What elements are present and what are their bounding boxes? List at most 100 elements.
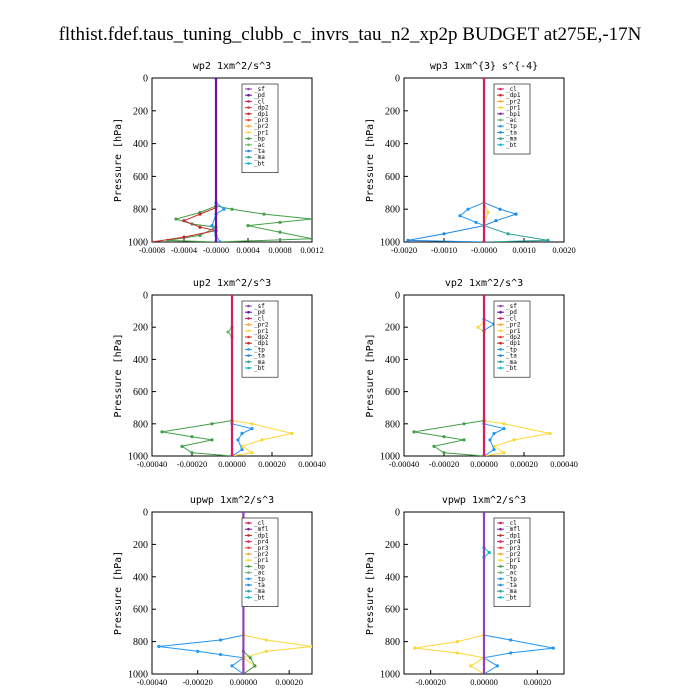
y-tick-label: 400 <box>385 572 400 583</box>
panel-4: vp2 1xm^2/s^3 Pressure [hPa] 0 200 400 600 800… <box>365 278 578 469</box>
series-point <box>406 238 410 242</box>
series-point <box>432 444 436 448</box>
legend-marker <box>247 360 250 364</box>
y-axis-label: Pressure [hPa] <box>113 118 124 202</box>
legend-label: _cl <box>254 315 265 322</box>
panel-title: wp3 1xm^{3} s^{-4} <box>430 61 538 72</box>
legend-marker <box>247 118 250 122</box>
series-group <box>160 295 294 456</box>
series-point <box>250 422 254 426</box>
legend-marker <box>499 360 502 364</box>
x-tick-label: -0.0000 <box>471 245 497 255</box>
series-line-tp <box>459 202 485 227</box>
x-tick-label: 0.00000 <box>230 677 258 687</box>
legend-label: _bp <box>254 136 265 143</box>
legend-label: _pr2 <box>254 123 269 130</box>
legend-marker <box>247 583 250 587</box>
legend-label: _ac <box>254 142 265 149</box>
series-point <box>210 224 214 228</box>
series-point <box>442 232 446 236</box>
series-point <box>230 295 234 297</box>
legend-label: _dp2 <box>254 334 269 341</box>
y-tick-label: 0 <box>143 291 148 302</box>
legend-marker <box>247 137 250 140</box>
x-tick-label: 0.00020 <box>510 459 538 469</box>
x-tick-label: 0.00000 <box>470 677 498 687</box>
series-point <box>248 656 252 660</box>
legend-marker <box>499 118 502 122</box>
series-point <box>310 237 312 241</box>
y-tick-label: 400 <box>385 355 400 366</box>
legend-label: _tp <box>254 576 265 583</box>
series-point <box>198 225 202 229</box>
legend-label: _tp <box>506 576 517 583</box>
series-point <box>218 240 222 242</box>
plot-frame <box>151 511 313 675</box>
x-tick-label: 0.00040 <box>550 459 578 469</box>
legend-marker <box>499 589 502 593</box>
legend: _cl_mfl_dp1_pr4_pr3_pr2_pr1_bp_ac_tp_ta_… <box>241 517 279 607</box>
series-point <box>482 512 486 514</box>
series-point <box>502 422 506 426</box>
y-tick-label: 200 <box>133 323 148 334</box>
legend-label: _pr4 <box>254 539 269 546</box>
legend-label: _pr1 <box>254 557 269 564</box>
legend-marker <box>499 100 502 103</box>
y-tick-label: 0 <box>143 508 148 519</box>
legend-marker <box>499 348 502 351</box>
series-point <box>236 438 240 442</box>
legend-label: _ac <box>254 570 265 577</box>
x-tick-label: -0.00020 <box>415 677 445 687</box>
legend-marker <box>247 149 250 153</box>
series-point <box>462 422 466 426</box>
series-group <box>152 78 312 242</box>
legend-marker <box>499 552 502 556</box>
legend: _sf_pd_cl_pr2_pr1_dp2_dp1_tp_ta_ma_bt <box>241 300 279 378</box>
series-point <box>482 295 486 297</box>
legend-label: _dp1 <box>254 340 269 347</box>
legend-marker <box>247 131 250 134</box>
y-tick-label: 800 <box>133 419 148 430</box>
x-tick-label: 0.00020 <box>258 459 286 469</box>
y-tick-label: 200 <box>385 540 400 551</box>
y-axis-label: Pressure [hPa] <box>113 551 124 635</box>
legend-marker <box>499 596 502 599</box>
panel-title: wp2 1xm^2/s^3 <box>193 61 271 72</box>
legend-label: _pr2 <box>506 322 521 329</box>
series-point <box>509 651 513 655</box>
legend-label: _sf <box>254 303 265 310</box>
x-tick-label: 0.00040 <box>298 459 326 469</box>
legend-box <box>493 300 531 378</box>
legend-label: _bt <box>254 365 265 372</box>
legend-marker <box>247 589 250 593</box>
y-tick-label: 600 <box>133 172 148 183</box>
panel-6: vpwp 1xm^2/s^3 Pressure [hPa] 0 200 400 600 80… <box>365 495 565 687</box>
legend-label: _ac <box>506 570 517 577</box>
legend-label: _pd <box>254 92 265 99</box>
plot-frame <box>151 77 313 243</box>
legend-marker <box>247 540 250 543</box>
series-point <box>253 664 257 668</box>
x-tick-label: -0.0020 <box>391 245 417 255</box>
legend-label: _dp1 <box>254 111 269 118</box>
series-point <box>482 78 486 80</box>
panel-title: upwp 1xm^2/s^3 <box>190 495 274 506</box>
series-point <box>412 430 416 434</box>
legend-label: _ma <box>506 136 517 143</box>
legend-marker <box>247 329 250 333</box>
series-point <box>492 447 496 452</box>
legend-marker <box>247 100 250 103</box>
series-point <box>290 431 294 436</box>
legend-label: _pr1 <box>254 129 269 136</box>
legend-label: _bt <box>254 594 265 601</box>
series-point <box>548 431 552 436</box>
legend-label: _dp1 <box>506 92 521 99</box>
series-point <box>190 451 194 455</box>
legend-marker <box>499 87 502 91</box>
legend-label: _ma <box>506 359 517 366</box>
series-point <box>546 238 550 242</box>
series-point <box>514 212 518 216</box>
legend-label: _bp1 <box>506 111 521 118</box>
legend-label: _pr2 <box>254 551 269 558</box>
series-line-tp <box>231 423 254 456</box>
